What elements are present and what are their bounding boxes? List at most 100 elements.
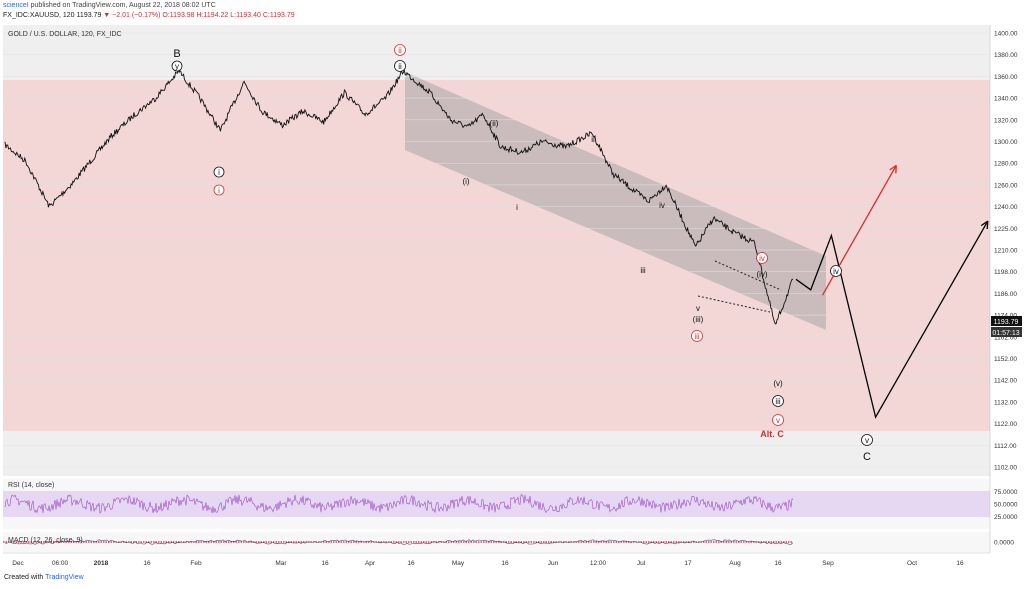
time-tick-label: Jul	[637, 560, 646, 567]
svg-text:iv: iv	[759, 254, 765, 263]
rsi-tick-label: 25.0000	[994, 514, 1018, 521]
time-tick-label: Jun	[548, 560, 559, 567]
wave-label-v-black: v	[861, 434, 873, 446]
close-value: C:1193.79	[262, 12, 295, 19]
wave-label-iii-red: iii	[691, 330, 703, 342]
footer: Created with TradingView	[4, 574, 84, 581]
rsi-line[interactable]	[4, 494, 794, 514]
time-tick-label: Feb	[190, 560, 202, 567]
svg-text:v: v	[776, 416, 780, 425]
price-tick-label: 1210.00	[994, 248, 1018, 255]
projection-arrowhead	[980, 220, 989, 230]
price-tick-label: 1280.00	[994, 161, 1018, 168]
time-tick-label: 16	[774, 560, 782, 567]
wave-label-ii-black: ii	[394, 60, 406, 72]
tradingview-brand[interactable]: TradingView	[45, 574, 84, 581]
svg-text:y: y	[175, 62, 179, 71]
time-tick-label: 16	[407, 560, 415, 567]
svg-text:i: i	[218, 168, 220, 177]
publish-info: scienceI published on TradingView.com, A…	[3, 1, 216, 10]
wave-label-iii-black: iii	[772, 395, 784, 407]
svg-text:iii: iii	[694, 332, 700, 341]
price-tick-label: 1260.00	[994, 182, 1018, 189]
price-tick-label: 1102.00	[994, 465, 1017, 472]
wave-label-small-i: i	[516, 203, 518, 212]
price-tick-label: 1132.00	[994, 399, 1017, 406]
time-tick-label: Oct	[907, 560, 917, 567]
wave-label-iv-red: iv	[756, 252, 768, 264]
change-text: ▼ −2.01 (−0.17%)	[103, 12, 161, 19]
price-tick-label: 1198.00	[994, 269, 1017, 276]
projection-primary[interactable]	[795, 220, 989, 419]
macd-tick-label: 0.0000	[994, 540, 1014, 547]
macd-label: MACD (12, 26, close, 9)	[8, 537, 83, 544]
countdown-tag	[991, 327, 1022, 337]
last-price-tag-text: 1193.79	[994, 319, 1019, 326]
price-tick-label: 1112.00	[994, 443, 1017, 450]
price-tick-label: 1340.00	[994, 96, 1018, 103]
price-tick-label: 1380.00	[994, 52, 1018, 59]
wave-label-ii-red: ii	[394, 44, 406, 56]
time-tick-label: 2018	[94, 560, 109, 567]
wave-label-paren-v: (v)	[773, 379, 783, 388]
created-with-text: Created with	[4, 574, 44, 581]
wave-label-small-iv: iv	[659, 201, 665, 210]
price-tick-label: 1320.00	[994, 117, 1018, 124]
price-tick-label: 1225.00	[994, 226, 1018, 233]
price-tick-label: 1122.00	[994, 421, 1017, 428]
svg-text:iii: iii	[775, 397, 781, 406]
rsi-band	[3, 491, 990, 517]
price-tick-label: 1240.00	[994, 204, 1018, 211]
projection-arrowhead	[889, 164, 897, 174]
open-value: O:1193.98	[162, 12, 195, 19]
high-value: H:1194.22	[196, 12, 229, 19]
wave-label-paren-ii: (ii)	[490, 119, 499, 128]
time-tick-label: May	[452, 560, 465, 567]
price-tick-label: 1400.00	[994, 31, 1018, 38]
countdown-tag-text: 01:57:13	[992, 330, 1019, 337]
price-tick-label: 1142.00	[994, 378, 1017, 385]
wave-label-C: C	[863, 451, 871, 463]
wave-label-paren-i: (i)	[462, 177, 469, 186]
price-tick-label: 1300.00	[994, 139, 1018, 146]
author-link[interactable]: scienceI	[3, 2, 29, 9]
symbol-text: FX_IDC:XAUUSD, 120	[3, 12, 75, 19]
rsi-tick-label: 50.0000	[994, 502, 1018, 509]
low-value: L:1193.40	[230, 12, 261, 19]
wave-label-B: B	[173, 48, 180, 60]
time-tick-label: Aug	[729, 560, 741, 567]
svg-text:iv: iv	[833, 267, 839, 276]
wave-label-i-red: i	[213, 184, 225, 196]
last-price-tag	[991, 316, 1022, 326]
wave-label-small-v: v	[696, 304, 700, 313]
last-price-text: 1193.79	[76, 12, 102, 19]
wave-label-i-black: i	[213, 166, 225, 178]
symbol-ohlc-line: FX_IDC:XAUUSD, 120 1193.79 ▼ −2.01 (−0.1…	[3, 11, 295, 20]
price-tick-label: 1152.00	[994, 356, 1017, 363]
price-tick-label: 1360.00	[994, 74, 1018, 81]
time-tick-label: Mar	[275, 560, 287, 567]
svg-text:i: i	[218, 186, 220, 195]
wave-label-iv-black: iv	[830, 265, 842, 277]
wedge-upper-line	[714, 260, 782, 291]
chart-title: GOLD / U.S. DOLLAR, 120, FX_IDC	[8, 31, 122, 38]
wave-label-small-ii: ii	[591, 135, 595, 144]
wave-label-alt-c: Alt. C	[760, 429, 784, 439]
time-tick-label: Apr	[365, 560, 376, 567]
svg-text:v: v	[865, 436, 869, 445]
wave-label-small-iii: iii	[640, 266, 646, 275]
descending-channel[interactable]	[405, 72, 826, 330]
macd-line[interactable]	[4, 539, 794, 545]
wave-label-paren-iv: (iv)	[756, 270, 767, 279]
time-tick-label: 12:00	[590, 560, 607, 567]
time-tick-label: 16	[321, 560, 329, 567]
publish-text: published on TradingView.com, August 22,…	[30, 2, 216, 9]
wave-label-v-red: v	[772, 414, 784, 426]
svg-text:ii: ii	[398, 46, 402, 55]
time-tick-label: Sep	[822, 560, 834, 567]
price-line[interactable]	[4, 68, 794, 325]
price-tick-label: 1186.00	[994, 291, 1017, 298]
time-tick-label: 16	[501, 560, 509, 567]
time-tick-label: 17	[684, 560, 692, 567]
